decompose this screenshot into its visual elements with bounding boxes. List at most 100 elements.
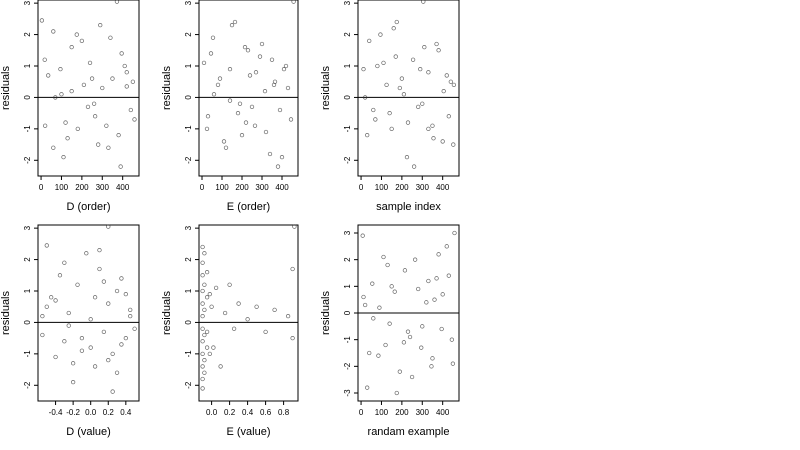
data-point: [200, 339, 205, 344]
data-point: [389, 126, 394, 132]
data-point: [123, 291, 128, 297]
data-point: [426, 126, 431, 132]
data-point: [259, 41, 265, 47]
data-point: [106, 224, 111, 229]
data-point: [384, 82, 389, 88]
data-point: [200, 260, 205, 265]
x-tick-label: 300: [416, 408, 430, 417]
data-point: [110, 389, 115, 394]
data-point: [211, 345, 216, 350]
plot-frame: [37, 0, 140, 177]
data-point: [204, 126, 210, 132]
data-point: [75, 126, 80, 132]
data-point: [79, 335, 85, 341]
data-point: [362, 95, 368, 100]
data-point: [227, 66, 233, 72]
data-point: [53, 95, 58, 100]
data-point: [114, 370, 120, 375]
y-axis-title: residuals: [0, 65, 12, 110]
data-point: [389, 284, 394, 289]
data-point: [383, 342, 388, 348]
data-point: [200, 244, 205, 250]
data-point: [288, 117, 294, 122]
data-point: [387, 321, 392, 326]
plot-frame: [198, 224, 299, 402]
y-tick-label: -2: [23, 156, 32, 164]
data-point: [394, 390, 399, 396]
data-point: [232, 19, 238, 25]
data-point: [211, 92, 217, 97]
y-tick-label: -2: [343, 362, 352, 370]
data-point: [439, 326, 444, 332]
data-point: [360, 233, 365, 238]
data-point: [277, 107, 283, 113]
data-point: [114, 288, 120, 294]
scatter-panel-4: -0.4 -0.2 0.0 0.2 0.4 -2 -1 0 1 2 3 D (value) residu…: [0, 224, 140, 438]
data-point: [42, 57, 47, 62]
y-tick-label: -1: [343, 336, 352, 344]
y-tick-label: -1: [184, 350, 193, 358]
y-tick-label: 3: [343, 230, 352, 235]
y-tick-label: 1: [343, 63, 352, 68]
data-point: [448, 79, 453, 84]
data-point: [98, 22, 103, 28]
y-tick-label: -1: [184, 125, 193, 133]
data-point: [58, 66, 63, 72]
x-tick-label: 100: [55, 183, 69, 192]
data-point: [401, 340, 407, 345]
data-point: [200, 273, 205, 278]
data-point: [402, 268, 408, 273]
data-point: [215, 82, 221, 88]
data-point: [431, 136, 436, 141]
data-point: [128, 313, 133, 319]
data-point: [62, 339, 67, 344]
data-point: [97, 247, 102, 253]
data-point: [237, 101, 243, 106]
data-point: [202, 307, 207, 313]
data-point: [375, 63, 380, 69]
data-point: [371, 316, 376, 321]
data-point: [378, 32, 383, 37]
data-point: [420, 324, 425, 329]
data-point: [405, 329, 411, 334]
data-point: [51, 29, 56, 34]
x-tick-label: 400: [116, 183, 130, 192]
data-point: [88, 345, 93, 350]
data-point: [42, 123, 48, 128]
data-point: [371, 107, 376, 113]
scatter-panel-2: 0 100 200 300 400 -2 -1 0 1 2 3 E (order) residuals: [161, 0, 299, 213]
x-tick-label: 100: [215, 183, 229, 192]
y-tick-label: 1: [184, 63, 193, 68]
data-point: [81, 82, 87, 88]
data-point: [92, 295, 98, 300]
data-point: [444, 244, 449, 249]
data-point: [235, 110, 241, 116]
data-point: [130, 79, 136, 84]
y-tick-label: 0: [343, 95, 352, 100]
data-point: [46, 73, 51, 78]
data-point: [367, 38, 372, 44]
x-tick-label: 100: [375, 408, 389, 417]
x-tick-label: 200: [75, 183, 89, 192]
data-point: [252, 123, 258, 128]
x-tick-label: 400: [436, 183, 450, 192]
data-point: [262, 88, 268, 94]
data-point: [446, 114, 451, 119]
data-point: [285, 313, 291, 319]
y-tick-label: 1: [184, 288, 193, 293]
x-tick-label: -0.2: [66, 408, 80, 417]
data-point: [242, 44, 248, 50]
data-point: [91, 101, 97, 106]
data-point: [66, 323, 71, 328]
data-point: [108, 35, 113, 40]
data-point: [51, 145, 56, 150]
data-point: [70, 361, 76, 366]
data-point: [128, 107, 133, 113]
data-point: [132, 326, 137, 331]
data-point: [128, 307, 133, 313]
data-point: [227, 282, 232, 287]
x-tick-label: 400: [275, 183, 289, 192]
data-point: [430, 123, 435, 128]
y-tick-label: -1: [23, 350, 32, 358]
scatter-panel-5: 0.0 0.2 0.4 0.6 0.8 -2 -1 0 1 2 3 E (value) residual…: [161, 224, 299, 438]
